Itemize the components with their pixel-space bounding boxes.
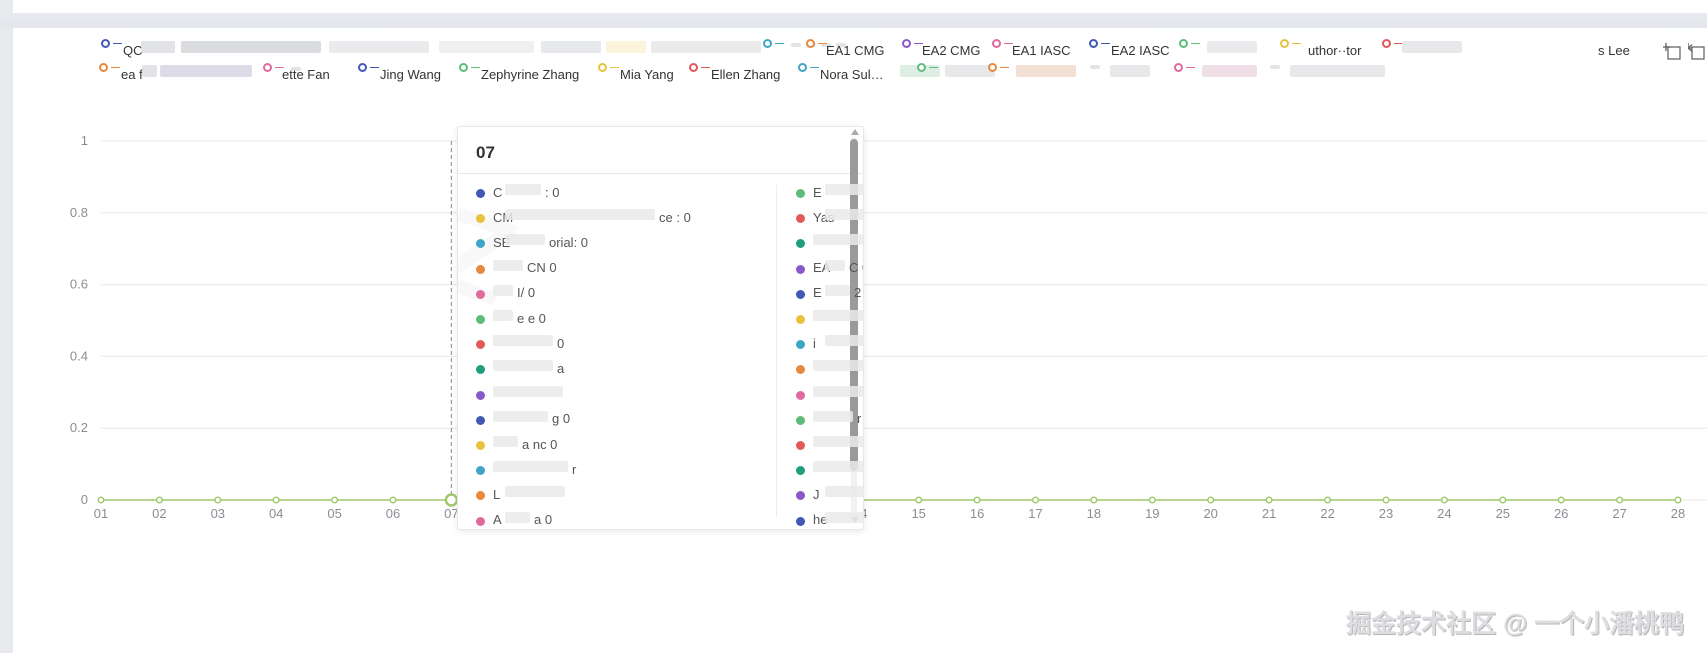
svg-text:04: 04 <box>269 506 283 521</box>
svg-text:20: 20 <box>1203 506 1217 521</box>
svg-text:23: 23 <box>1379 506 1393 521</box>
svg-text:0.2: 0.2 <box>70 420 88 435</box>
svg-text:01: 01 <box>94 506 108 521</box>
svg-text:03: 03 <box>211 506 225 521</box>
svg-text:21: 21 <box>1262 506 1276 521</box>
svg-text:15: 15 <box>911 506 925 521</box>
svg-text:16: 16 <box>970 506 984 521</box>
svg-text:24: 24 <box>1437 506 1451 521</box>
svg-text:19: 19 <box>1145 506 1159 521</box>
svg-text:25: 25 <box>1496 506 1510 521</box>
svg-text:18: 18 <box>1087 506 1101 521</box>
svg-text:1: 1 <box>81 133 88 148</box>
svg-text:26: 26 <box>1554 506 1568 521</box>
svg-text:28: 28 <box>1671 506 1685 521</box>
svg-text:27: 27 <box>1612 506 1626 521</box>
svg-text:0.8: 0.8 <box>70 205 88 220</box>
svg-text:17: 17 <box>1028 506 1042 521</box>
svg-text:02: 02 <box>152 506 166 521</box>
svg-text:0.6: 0.6 <box>70 277 88 292</box>
svg-text:05: 05 <box>327 506 341 521</box>
svg-text:22: 22 <box>1320 506 1334 521</box>
svg-text:06: 06 <box>386 506 400 521</box>
svg-text:0: 0 <box>81 492 88 507</box>
svg-text:0.4: 0.4 <box>70 348 88 363</box>
